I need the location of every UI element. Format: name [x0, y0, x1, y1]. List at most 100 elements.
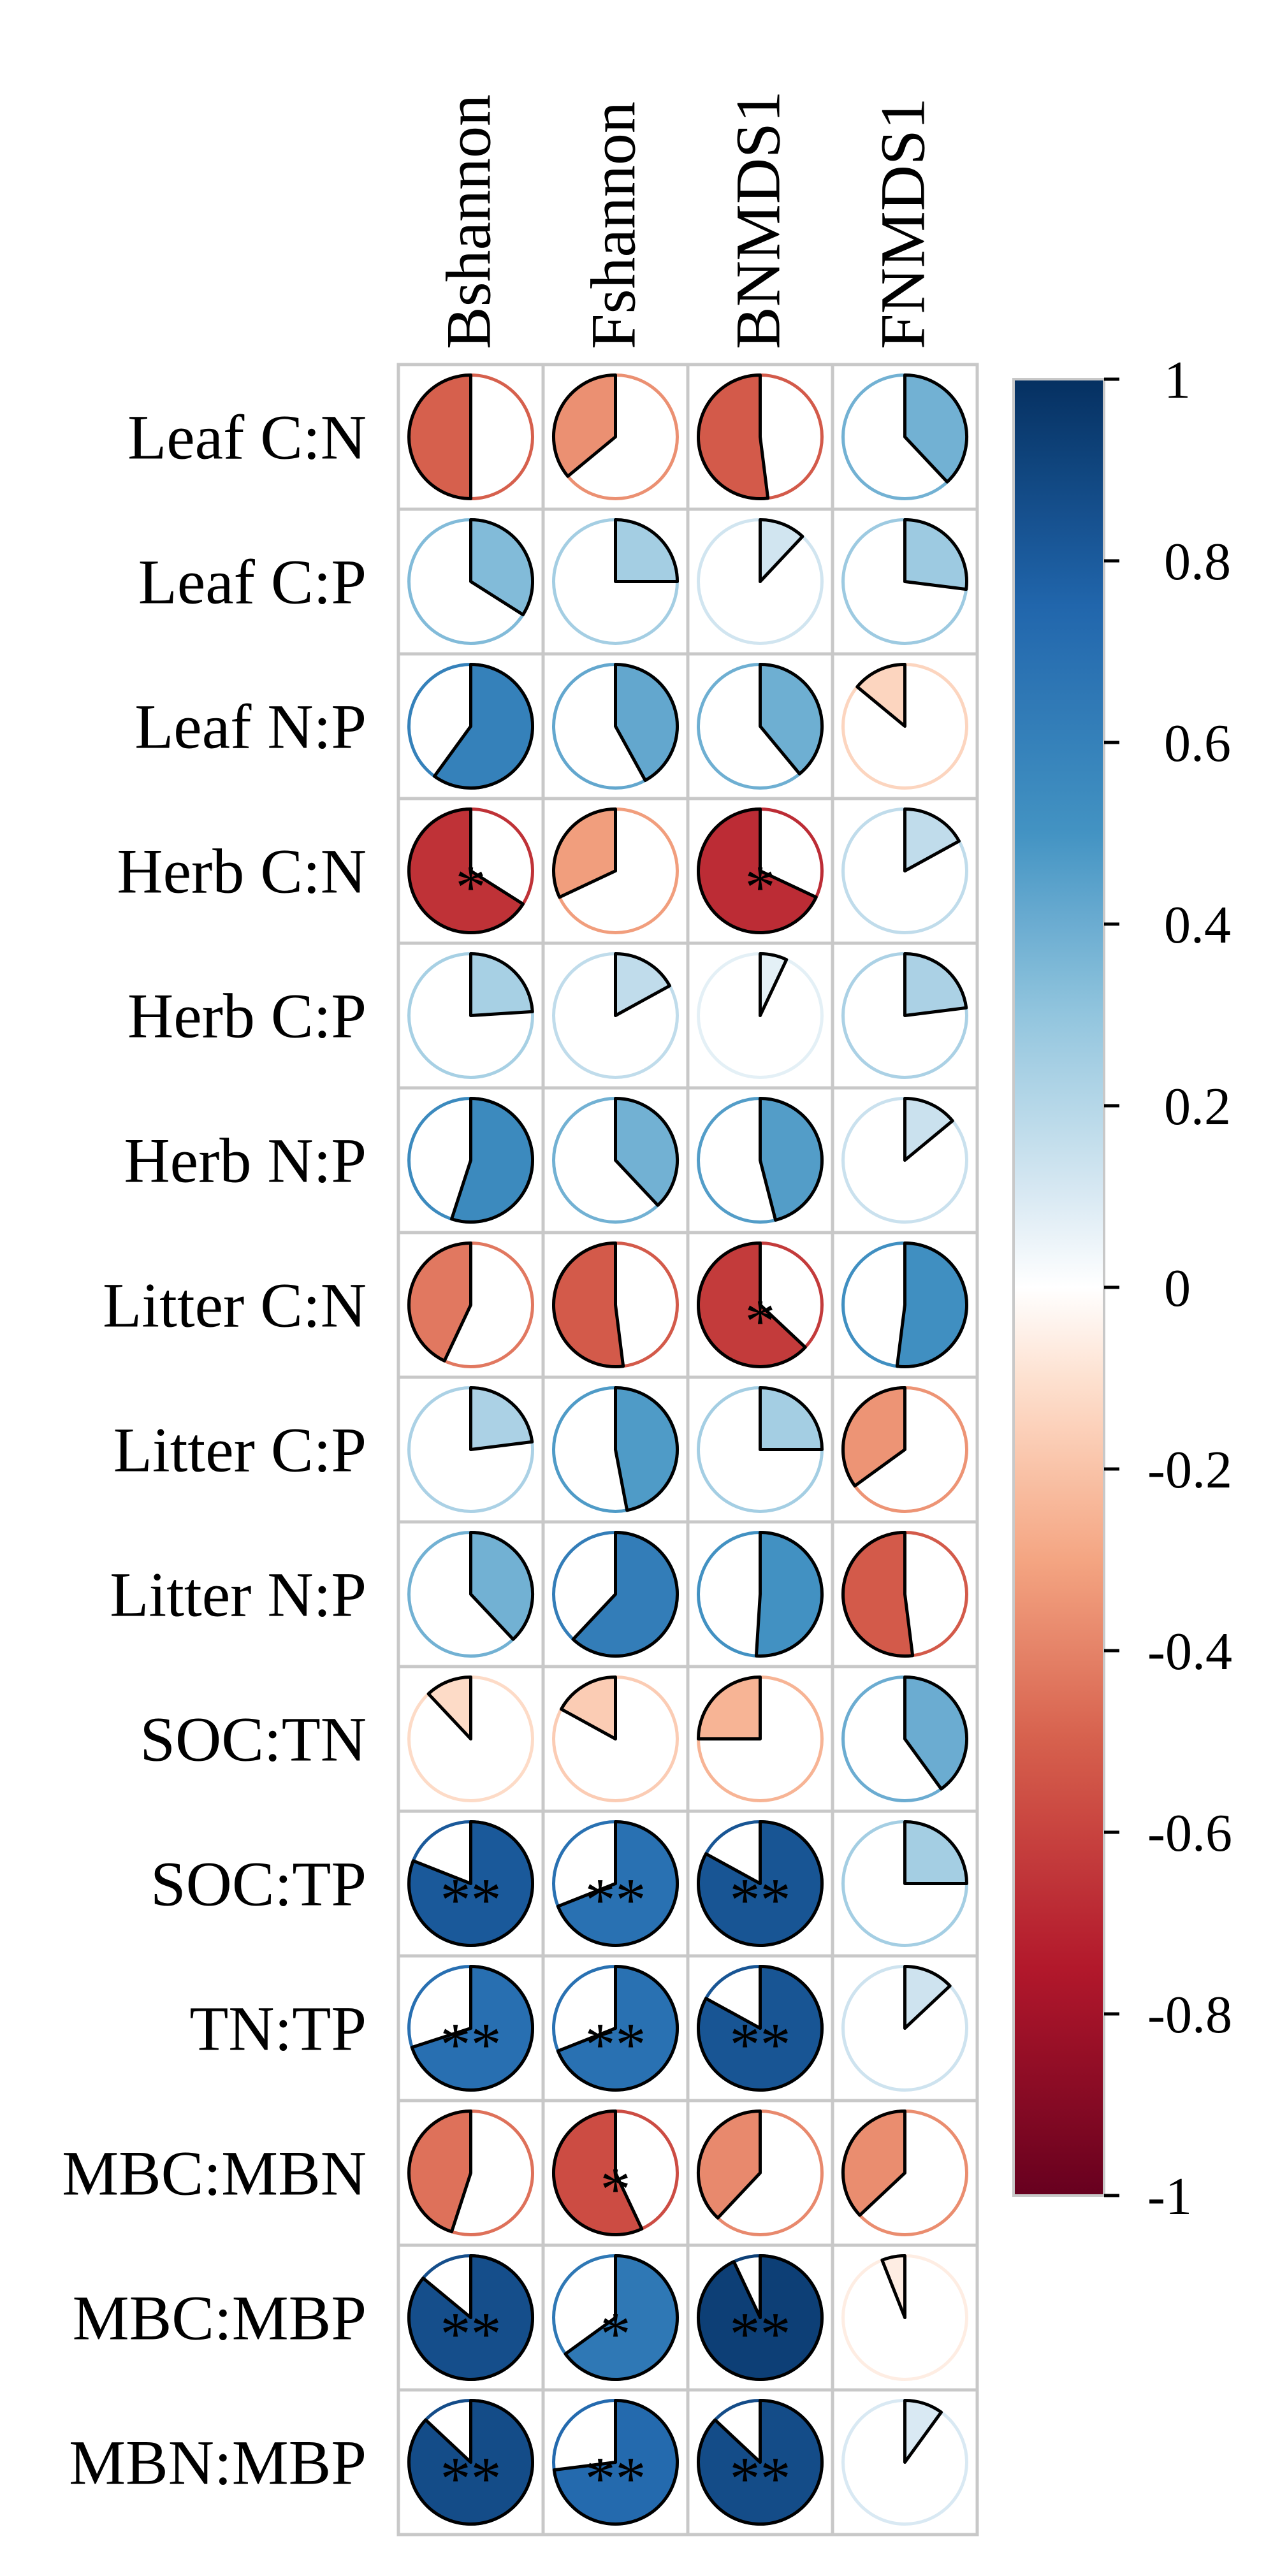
- pie-wedge: [407, 1820, 534, 1947]
- pie-wedge: [903, 1097, 954, 1162]
- colorbar-tick-label: -0.6: [1147, 1804, 1232, 1863]
- matrix-cell: **: [396, 1954, 545, 2102]
- colorbar-tick-label: 0: [1164, 1259, 1191, 1318]
- matrix-cell: **: [541, 1809, 690, 1958]
- significance-mark: **: [585, 2011, 646, 2079]
- significance-mark: *: [745, 1287, 776, 1356]
- significance-mark: **: [730, 2445, 791, 2513]
- colorbar-tick-label: 0.6: [1164, 714, 1231, 773]
- pie-wedge: [407, 1241, 472, 1363]
- row-label: Leaf C:N: [127, 402, 367, 473]
- pie-wedge: [841, 1386, 906, 1488]
- pie-wedge: [855, 663, 906, 728]
- matrix-cell: [831, 941, 979, 1090]
- pie-wedge: [903, 1965, 952, 2030]
- significance-mark: **: [730, 1866, 791, 1934]
- matrix-cell: [396, 507, 545, 656]
- pie-wedge: [559, 1675, 617, 1740]
- significance-mark: **: [730, 2300, 791, 2368]
- matrix-cell: *: [541, 2243, 690, 2392]
- pie-wedge: [697, 2399, 824, 2526]
- row-label: Herb N:P: [124, 1125, 367, 1196]
- pie-wedge: [552, 373, 617, 478]
- matrix-cell: [541, 1231, 690, 1379]
- pie-wedge: [697, 807, 818, 934]
- pie-wedge: [903, 518, 968, 591]
- matrix-cell: [831, 1954, 979, 2102]
- row-label: MBC:MBP: [73, 2283, 367, 2354]
- colorbar-gradient: [1012, 378, 1105, 2197]
- pie-wedge: [759, 1097, 824, 1222]
- row-label: MBC:MBN: [62, 2138, 367, 2209]
- matrix-cell: [541, 1086, 690, 1234]
- row-labels: Leaf C:N Leaf C:P Leaf N:P Herb C:N Herb C:P…: [62, 402, 367, 2498]
- matrix-cell: [686, 1375, 834, 1524]
- row-label: Herb C:P: [127, 981, 367, 1052]
- pie-wedge: [564, 2254, 679, 2381]
- pie-wedge: [903, 373, 968, 484]
- significance-mark: **: [585, 1866, 646, 1934]
- row-label: TN:TP: [189, 1994, 367, 2064]
- matrix-cell: **: [541, 1954, 690, 2102]
- significance-mark: **: [440, 2300, 502, 2368]
- matrix-cell: **: [686, 1809, 834, 1958]
- pie-wedge: [759, 518, 804, 583]
- pie-wedge: [407, 2399, 534, 2526]
- matrix-cell: [541, 1665, 690, 1813]
- matrix-cell: [541, 797, 690, 945]
- pie-wedge: [903, 807, 961, 872]
- pie-wedge: [469, 1386, 534, 1451]
- row-label: SOC:TP: [150, 1849, 367, 1920]
- matrix-cell: [686, 652, 834, 800]
- pie-wedge: [614, 1097, 679, 1207]
- pie-wedge: [697, 1241, 807, 1368]
- pie-wedge: [697, 1965, 824, 2092]
- matrix-cell: *: [396, 797, 545, 945]
- matrix-cells: * **** ** **** ** ***** * **** ** **: [396, 363, 979, 2536]
- row-label: MBN:MBP: [69, 2428, 367, 2498]
- significance-mark: **: [440, 2011, 502, 2079]
- matrix-cell: [831, 2388, 979, 2536]
- row-label: Herb C:N: [117, 836, 367, 907]
- pie-wedge: [697, 1675, 762, 1740]
- pie-wedge: [903, 1820, 968, 1885]
- matrix-cell: [396, 941, 545, 1090]
- colorbar-tick-label: 0.2: [1164, 1077, 1231, 1136]
- matrix-cell: [396, 1375, 545, 1524]
- matrix-cell: [831, 2099, 979, 2247]
- pie-wedge: [614, 663, 679, 782]
- matrix-cell: **: [686, 2243, 834, 2392]
- pie-wedge: [614, 518, 679, 583]
- matrix-cell: **: [396, 2388, 545, 2536]
- pie-wedge: [552, 1241, 625, 1368]
- colorbar-tick-label: 0.8: [1164, 532, 1231, 591]
- colorbar-tick-label: -0.2: [1147, 1440, 1232, 1500]
- row-label: Litter C:P: [113, 1415, 367, 1486]
- row-label: Leaf N:P: [135, 691, 367, 762]
- row-label: Litter N:P: [110, 1559, 367, 1630]
- matrix-cell: [831, 1231, 979, 1379]
- pie-wedge: [614, 952, 671, 1017]
- pie-wedge: [903, 2399, 943, 2464]
- colorbar-tick-label: -1: [1147, 2167, 1192, 2226]
- pie-wedge: [841, 1531, 915, 1658]
- column-label: Bshannon: [433, 94, 504, 349]
- colorbar-tick-label: -0.8: [1147, 1985, 1232, 2044]
- matrix-cell: **: [686, 1954, 834, 2102]
- column-labels: Bshannon Fshannon BNMDS1 FNMDS1: [433, 90, 938, 349]
- pie-wedge: [450, 1097, 534, 1224]
- pie-wedge: [759, 952, 789, 1017]
- pie-wedge: [407, 807, 525, 934]
- significance-mark: *: [600, 2300, 631, 2368]
- significance-mark: **: [440, 2445, 502, 2513]
- matrix-cell: [686, 1086, 834, 1234]
- matrix-cell: [831, 2243, 979, 2392]
- pie-wedge: [469, 952, 534, 1017]
- pie-wedge: [895, 1241, 968, 1368]
- matrix-cell: [686, 1520, 834, 1668]
- matrix-cell: [686, 941, 834, 1090]
- matrix-cell: [396, 363, 545, 511]
- matrix-cell: [686, 2099, 834, 2247]
- pie-wedge: [697, 2254, 824, 2381]
- pie-wedge: [841, 2109, 906, 2217]
